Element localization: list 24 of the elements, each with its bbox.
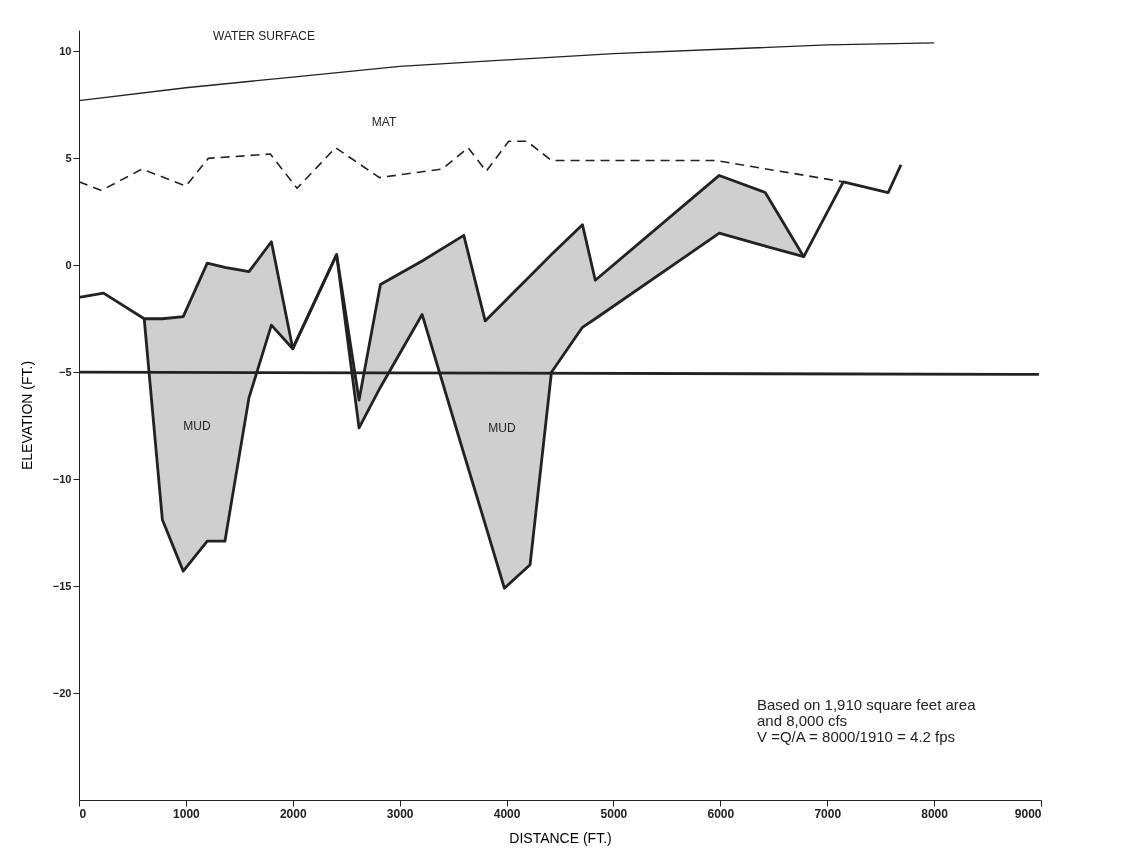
y-tick-label: −20 — [52, 686, 72, 699]
y-tick-label: −15 — [52, 579, 72, 592]
x-tick-label: 5000 — [600, 806, 628, 821]
annotation: MUD — [488, 421, 516, 435]
x-tick-label: 8000 — [921, 806, 949, 821]
y-tick-label: −5 — [58, 365, 72, 378]
y-tick-label: 10 — [59, 44, 72, 57]
y-tick-label: −10 — [52, 472, 72, 485]
x-tick-label: 2000 — [279, 806, 307, 821]
x-axis-title: DISTANCE (FT.) — [509, 829, 612, 846]
annotation: MUD — [183, 419, 211, 433]
x-tick-label: 0 — [79, 806, 87, 821]
annotation: WATER SURFACE — [212, 29, 316, 43]
x-tick-label: 1000 — [173, 806, 201, 821]
x-tick-label: 3000 — [386, 806, 414, 821]
y-tick-label: 5 — [65, 151, 72, 164]
x-tick-label: 7000 — [814, 806, 842, 821]
annotation: Based on 1,910 square feet area and 8,000 cfs V =Q/A = 8000/1910 = 4.2 fps — [757, 696, 977, 745]
x-tick-label: 6000 — [707, 806, 735, 821]
y-tick-label: 0 — [65, 258, 72, 271]
y-axis-title: ELEVATION (FT.) — [18, 360, 35, 471]
x-tick-label: 4000 — [493, 806, 521, 821]
x-tick-label: 9000 — [1014, 806, 1042, 821]
annotation: MAT — [371, 115, 397, 129]
